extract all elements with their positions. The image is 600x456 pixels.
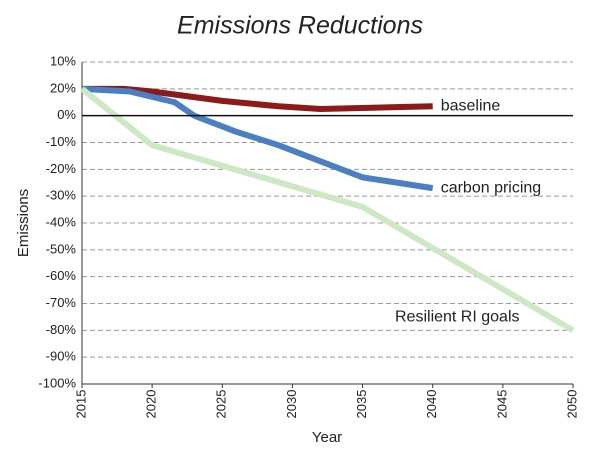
series-label: Resilient RI goals bbox=[395, 309, 520, 326]
series-line bbox=[80, 86, 575, 333]
x-tick-label: 2015 bbox=[73, 390, 88, 419]
x-tick-label: 2020 bbox=[144, 390, 159, 419]
series-label: carbon pricing bbox=[441, 179, 542, 196]
x-axis-label: Year bbox=[312, 429, 342, 446]
y-axis-label: Emissions bbox=[15, 189, 32, 257]
y-tick-label: -10% bbox=[46, 134, 77, 149]
y-tick-label: -60% bbox=[46, 268, 77, 283]
y-tick-label: -80% bbox=[46, 322, 77, 337]
y-tick-label: -20% bbox=[46, 161, 77, 176]
y-tick-label: -70% bbox=[46, 295, 77, 310]
series-line bbox=[81, 85, 434, 192]
y-tick-label: -50% bbox=[46, 241, 77, 256]
x-tick-label: 2040 bbox=[424, 390, 439, 419]
y-tick-label: -90% bbox=[46, 349, 77, 364]
y-tick-label: -100% bbox=[38, 375, 76, 390]
chart-title: Emissions Reductions bbox=[177, 12, 423, 40]
x-tick-label: 2050 bbox=[564, 390, 579, 419]
x-tick-label: 2045 bbox=[494, 390, 509, 419]
y-tick-label: -30% bbox=[46, 188, 77, 203]
y-tick-label: 10% bbox=[50, 53, 76, 68]
y-tick-label: 0% bbox=[57, 107, 76, 122]
x-tick-label: 2025 bbox=[214, 390, 229, 419]
series-label: baseline bbox=[441, 97, 501, 114]
x-tick-label: 2030 bbox=[284, 390, 299, 419]
y-tick-label: -40% bbox=[46, 214, 77, 229]
x-tick-label: 2035 bbox=[354, 390, 369, 419]
y-tick-label: 20% bbox=[50, 80, 76, 95]
